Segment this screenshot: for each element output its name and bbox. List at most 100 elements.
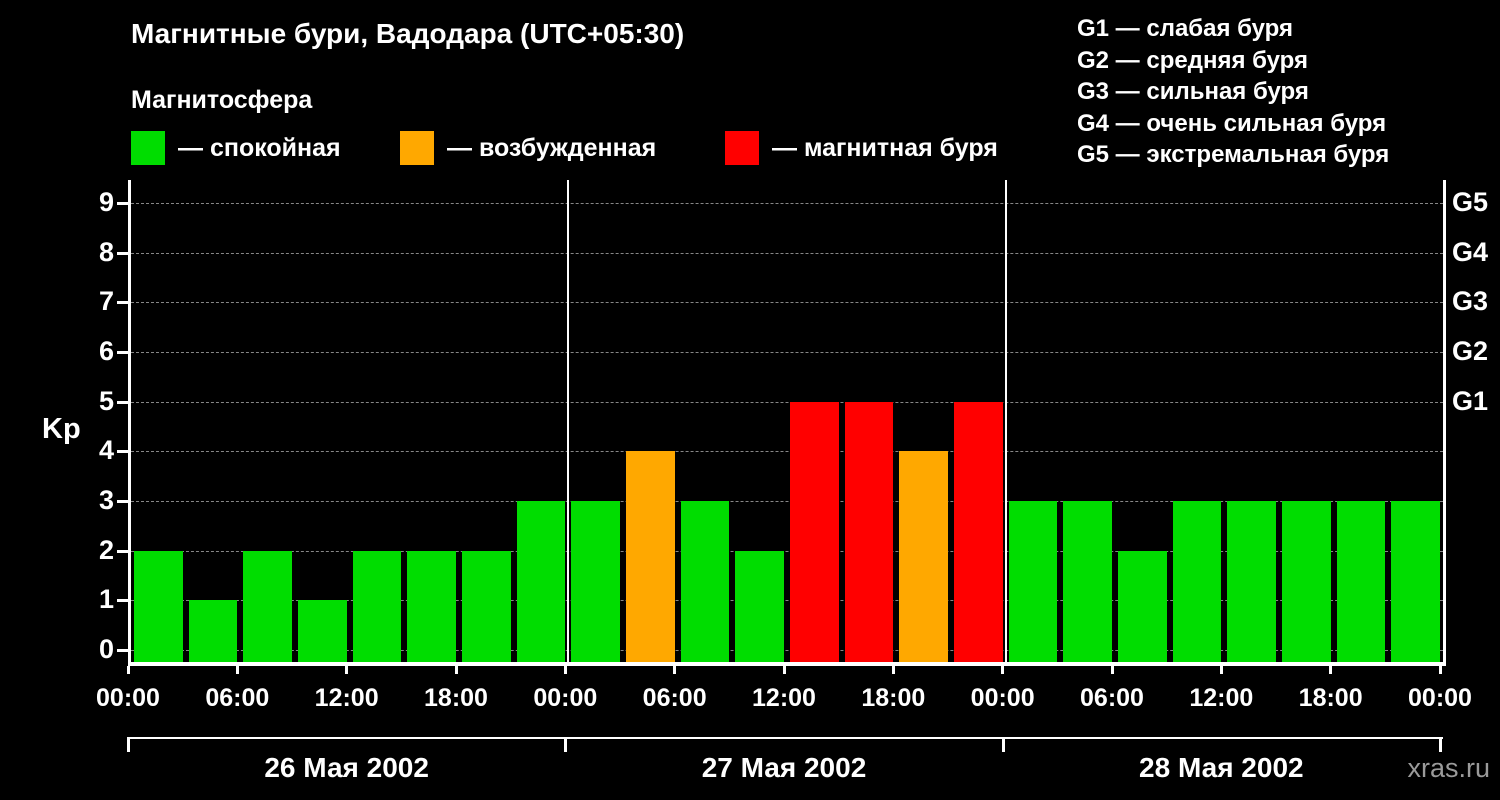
x-axis-tick xyxy=(1219,666,1223,674)
legend-swatch-red-icon xyxy=(725,131,759,165)
y-axis-tick-label: 3 xyxy=(98,484,114,515)
x-axis-tick-label: 00:00 xyxy=(1408,684,1472,712)
y-axis-title: Kp xyxy=(42,413,81,445)
y-axis-tick xyxy=(117,599,128,603)
storm-scale-item-g5: G5 — экстремальная буря xyxy=(1077,141,1390,168)
y-axis-tick-label: 2 xyxy=(98,534,114,565)
x-axis-tick-label: 00:00 xyxy=(533,684,598,712)
kp-bar xyxy=(844,401,894,662)
kp-bar xyxy=(1282,500,1331,662)
x-axis-tick xyxy=(563,666,567,674)
kp-bar xyxy=(1172,500,1222,662)
y-axis-tick xyxy=(117,251,128,255)
date-label: 26 Мая 2002 xyxy=(264,752,429,783)
kp-bar xyxy=(1336,500,1386,662)
legend-item-orange: — возбужденная xyxy=(400,131,656,165)
gridline-kp-5 xyxy=(131,401,1443,403)
g-scale-tick-label-g1: G1 xyxy=(1452,385,1489,416)
kp-bar xyxy=(1008,500,1058,662)
x-axis-tick-label: 18:00 xyxy=(861,684,926,712)
x-axis-tick-label: 00:00 xyxy=(970,684,1035,712)
x-axis-tick xyxy=(1438,666,1442,674)
legend-swatch-orange-icon xyxy=(400,131,434,165)
x-axis-tick xyxy=(345,666,349,674)
y-axis-tick xyxy=(117,400,128,404)
kp-bar xyxy=(1063,500,1112,662)
kp-bar xyxy=(626,451,675,662)
date-axis-tick xyxy=(1001,737,1005,752)
storm-scale-item-g4: G4 — очень сильная буря xyxy=(1077,109,1387,137)
date-axis-tick xyxy=(564,737,568,752)
gridline-kp-6 xyxy=(131,351,1443,353)
y-axis-tick xyxy=(117,450,128,454)
kp-bar xyxy=(298,600,347,662)
gridline-kp-7 xyxy=(131,302,1443,304)
day-separator xyxy=(567,180,570,662)
kp-bar xyxy=(790,401,839,662)
kp-bar xyxy=(571,500,620,662)
gridline-kp-3 xyxy=(131,500,1443,502)
kp-bar xyxy=(1227,500,1276,662)
y-axis-tick xyxy=(117,649,128,652)
y-axis-tick xyxy=(117,201,128,205)
x-axis-tick xyxy=(126,666,130,674)
storm-scale-item-g2: G2 — средняя буря xyxy=(1077,46,1308,74)
legend-item-green: — спокойная xyxy=(131,131,341,165)
kp-bar xyxy=(899,451,948,662)
gridline-kp-2 xyxy=(131,550,1443,552)
kp-bar xyxy=(134,550,183,662)
gridline-kp-0 xyxy=(131,650,1443,651)
x-axis-tick-label: 06:00 xyxy=(205,684,270,712)
x-axis-tick xyxy=(1110,666,1114,674)
activity-legend: — спокойная — возбужденная — магнитная бур… xyxy=(0,131,1500,171)
kp-bar xyxy=(243,550,292,662)
kp-bar xyxy=(1391,500,1440,662)
y-axis-tick-label: 9 xyxy=(98,186,114,217)
kp-bar-chart xyxy=(128,180,1446,666)
kp-bar xyxy=(462,550,511,662)
x-axis-tick xyxy=(454,666,458,674)
x-axis-tick-label: 18:00 xyxy=(424,684,488,712)
x-axis-tick-label: 18:00 xyxy=(1298,684,1363,712)
date-axis-tick xyxy=(127,737,130,752)
x-axis-tick xyxy=(235,666,239,674)
day-separator xyxy=(1004,180,1007,662)
x-axis-tick-label: 12:00 xyxy=(314,684,379,712)
date-axis-tick xyxy=(1439,737,1442,752)
x-axis-tick-label: 12:00 xyxy=(1189,684,1254,712)
gridline-kp-1 xyxy=(131,600,1443,602)
y-axis-tick-label: 7 xyxy=(98,286,114,317)
legend-label-green: — спокойная xyxy=(178,133,341,162)
x-axis-tick xyxy=(891,666,895,674)
kp-bar xyxy=(352,550,402,662)
kp-bar xyxy=(407,550,456,662)
y-axis-tick-label: 0 xyxy=(98,634,114,664)
x-axis-tick-label: 06:00 xyxy=(1080,684,1144,712)
y-axis-tick-label: 8 xyxy=(98,236,114,267)
date-label: 28 Мая 2002 xyxy=(1139,752,1304,783)
x-axis-tick-label: 00:00 xyxy=(96,684,160,712)
legend-label-red: — магнитная буря xyxy=(772,133,998,162)
storm-scale-item-g1: G1 — слабая буря xyxy=(1077,15,1294,42)
chart-subtitle: Магнитосфера xyxy=(131,86,313,114)
kp-bar xyxy=(516,500,566,662)
legend-item-red: — магнитная буря xyxy=(725,131,998,165)
page-title: Магнитные бури, Вадодара (UTC+05:30) xyxy=(131,18,685,49)
x-axis-tick xyxy=(782,666,786,674)
g-scale-tick-label-g2: G2 xyxy=(1452,335,1489,366)
x-axis-tick xyxy=(1329,666,1333,674)
storm-scale-item-g3: G3 — сильная буря xyxy=(1077,78,1309,105)
kp-bar xyxy=(954,401,1003,662)
kp-bar xyxy=(1118,550,1167,662)
kp-bar xyxy=(735,550,784,662)
date-axis-line xyxy=(128,737,1443,739)
gridline-kp-8 xyxy=(131,252,1443,254)
g-scale-tick-label-g3: G3 xyxy=(1452,286,1489,317)
x-axis-tick-label: 06:00 xyxy=(642,684,707,712)
kp-bar xyxy=(188,600,238,662)
y-axis-tick xyxy=(117,301,128,305)
y-axis-tick-label: 1 xyxy=(98,584,114,615)
x-axis-tick xyxy=(673,666,677,674)
legend-label-orange: — возбужденная xyxy=(447,133,657,162)
